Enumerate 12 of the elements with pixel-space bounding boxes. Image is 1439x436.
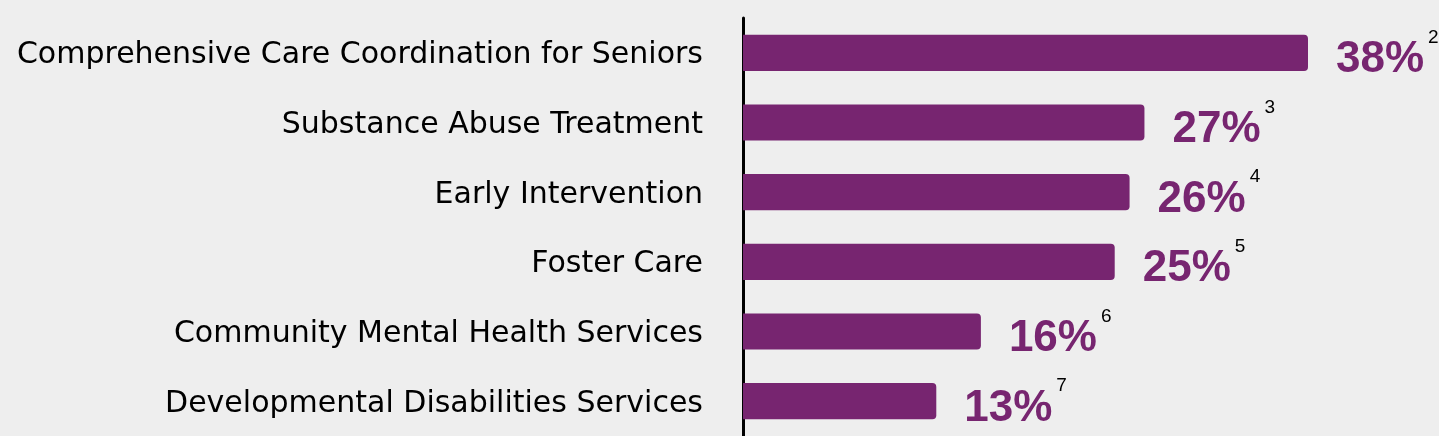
y-tick-label: Community Mental Health Services — [173, 314, 703, 349]
bar — [743, 34, 1308, 71]
y-tick-label: Developmental Disabilities Services — [165, 383, 703, 419]
bar — [743, 104, 1145, 141]
y-tick-label: Foster Care — [531, 244, 703, 280]
y-tick-label: Substance Abuse Treatment — [281, 105, 704, 140]
bar — [743, 243, 1115, 280]
y-tick-label: Comprehensive Care Coordination for Seniors — [16, 35, 703, 71]
bar — [743, 383, 937, 420]
y-tick-label: Early Intervention — [434, 174, 703, 210]
bar — [743, 174, 1130, 211]
bar — [743, 313, 981, 350]
